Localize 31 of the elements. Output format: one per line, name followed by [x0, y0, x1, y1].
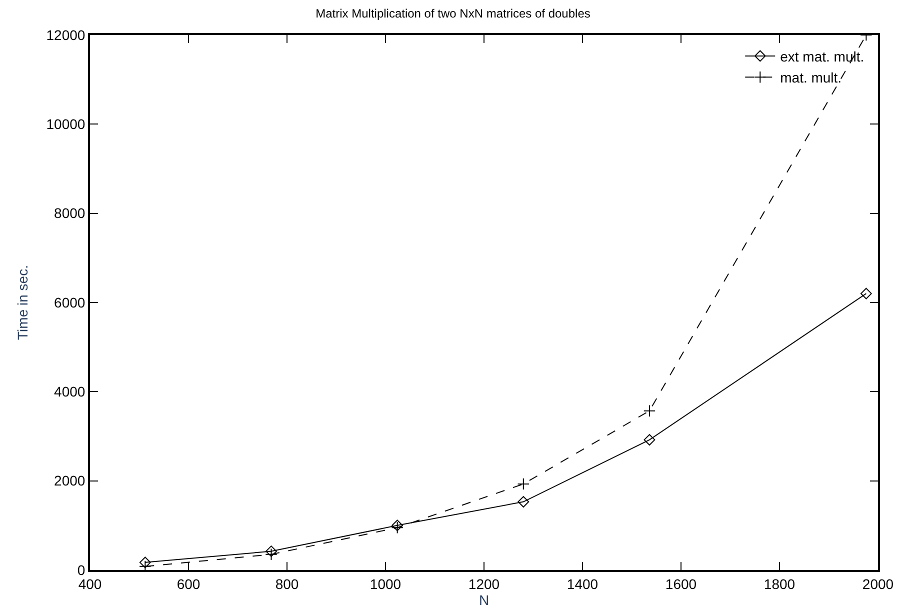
x-tick-label: 1200 [468, 576, 500, 592]
x-tick-label: 1000 [370, 576, 402, 592]
y-tick-label: 4000 [54, 384, 86, 400]
point [139, 556, 151, 568]
y-tick-label: 6000 [54, 294, 86, 310]
point [518, 496, 530, 508]
y-tick-label: 10000 [46, 116, 86, 132]
legend-label: ext mat. mult. [780, 48, 864, 64]
x-tick-label: 800 [275, 576, 299, 592]
y-tick-label: 0 [77, 562, 86, 578]
point [391, 522, 404, 534]
point [392, 520, 404, 532]
point [644, 434, 656, 446]
legend-label: mat. mult. [780, 70, 842, 86]
x-tick-label: 1400 [566, 576, 598, 592]
point [643, 404, 656, 417]
point [266, 546, 277, 557]
y-tick-label: 12000 [46, 26, 86, 43]
y-tick-label: 2000 [54, 472, 86, 489]
x-tick-label: 1600 [665, 576, 697, 592]
point [517, 478, 530, 490]
x-axis-title: N [478, 592, 490, 608]
y-axis-title: Time in sec. [14, 265, 30, 340]
y-tick-label: 8000 [54, 205, 86, 222]
x-tick-label: 400 [78, 576, 102, 592]
x-tick-label: 2000 [862, 576, 894, 592]
point [860, 288, 872, 300]
x-tick-label: 600 [176, 576, 200, 592]
x-tick-label: 1800 [764, 576, 796, 592]
chart-title: Matrix Multiplication of two NxN matrices of doubles [316, 6, 590, 21]
point [265, 548, 278, 560]
